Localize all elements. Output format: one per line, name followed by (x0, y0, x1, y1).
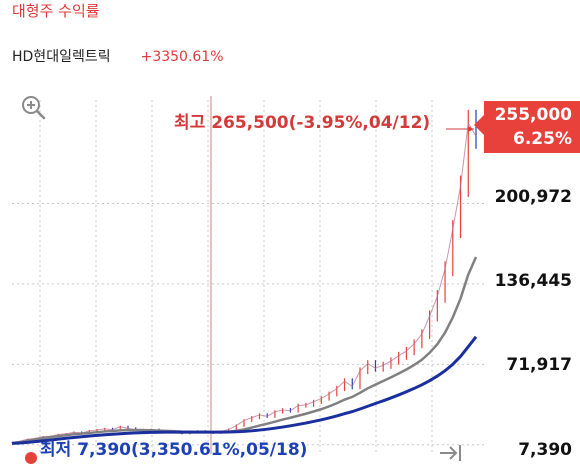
high-annotation: 최고 265,500(-3.95%,04/12) (174, 113, 431, 133)
stock-name: HD현대일렉트릭 (12, 49, 111, 65)
high-arrow (468, 126, 474, 133)
current-price-badge: 255,000 6.25% (474, 101, 580, 153)
moving-average-long-line (11, 335, 478, 445)
y-tick-label: 71,917 (506, 355, 572, 375)
section-title: 대형주 수익률 (12, 2, 100, 20)
stock-row[interactable]: HD현대일렉트릭 +3350.61% (12, 46, 224, 66)
y-tick-label: 200,972 (494, 187, 572, 207)
y-tick-label: 7,390 (518, 440, 572, 460)
stock-return: +3350.61% (140, 49, 224, 65)
low-annotation: 최저 7,390(3,350.61%,05/18) (40, 440, 308, 460)
price-series-line (11, 121, 477, 444)
zoom-in-icon[interactable] (20, 94, 46, 120)
skip-to-end-icon[interactable] (438, 443, 464, 463)
current-change: 6.25% (513, 129, 572, 149)
low-marker (25, 452, 37, 464)
moving-average-short-line (11, 256, 478, 445)
current-price: 255,000 (494, 105, 572, 125)
price-chart[interactable] (0, 86, 580, 476)
y-tick-label: 136,445 (494, 271, 572, 291)
